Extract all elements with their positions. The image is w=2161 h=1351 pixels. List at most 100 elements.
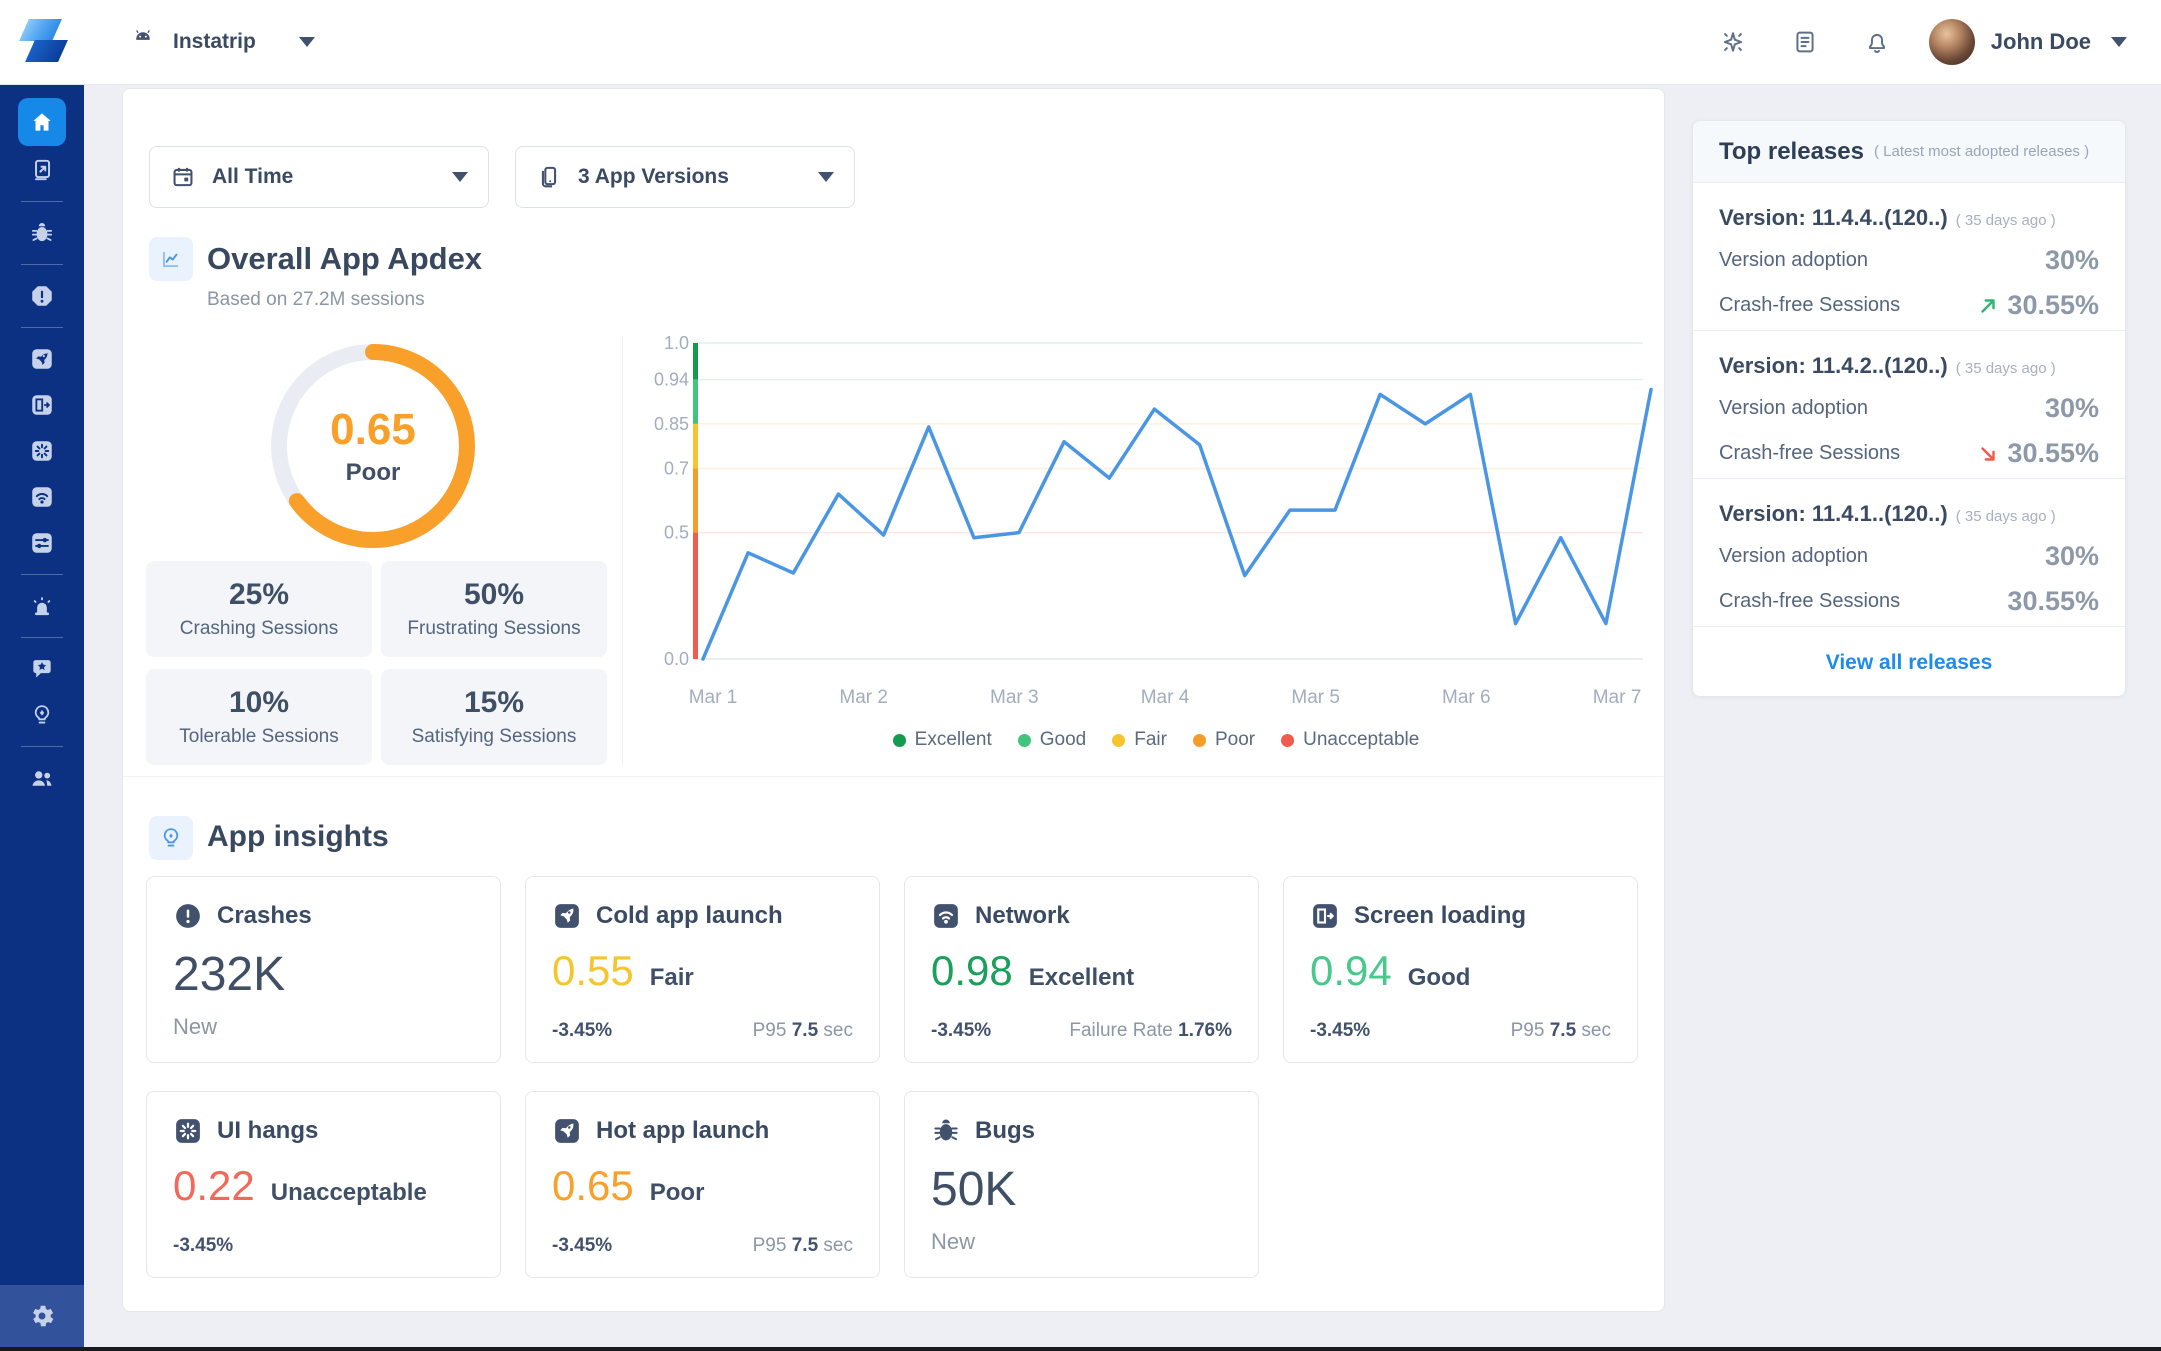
sidebar-divider <box>21 637 63 638</box>
release-notes-icon[interactable] <box>1769 28 1841 56</box>
chevron-down-icon <box>298 37 315 47</box>
card-crashes[interactable]: Crashes 232K New <box>146 876 501 1063</box>
time-range-value: All Time <box>212 165 294 188</box>
sidebar-item-metrics[interactable] <box>0 520 84 566</box>
sidebar-item-insights[interactable] <box>0 692 84 738</box>
stat-value: 25% <box>228 578 290 611</box>
release-version: Version: 11.4.1..(120..) <box>1719 501 1948 526</box>
svg-text:Mar 1: Mar 1 <box>689 687 738 708</box>
sidebar-item-alerts[interactable] <box>0 583 84 629</box>
rocket-icon <box>32 349 52 369</box>
stat-value: 10% <box>228 686 290 719</box>
sidebar-item-team[interactable] <box>0 755 84 801</box>
crashfree-value: 30.55% <box>1977 438 2099 469</box>
sidebar-item-ui-hangs[interactable] <box>0 428 84 474</box>
apdex-subtitle: Based on 27.2M sessions <box>207 289 425 310</box>
apdex-rating: Poor <box>345 459 401 486</box>
card-screen-loading[interactable]: Screen loading 0.94 Good -3.45% P95 7.5 … <box>1283 876 1638 1063</box>
svg-text:0.94: 0.94 <box>654 370 689 390</box>
top-releases-title: Top releases <box>1719 137 1864 165</box>
card-rating: Poor <box>649 1179 705 1206</box>
sidebar-item-feedback[interactable] <box>0 646 84 692</box>
card-delta: -3.45% <box>1310 1020 1371 1041</box>
sidebar-item-bugs[interactable] <box>0 210 84 256</box>
card-value: 0.65 <box>552 1162 634 1209</box>
adoption-value: 30% <box>2044 245 2099 275</box>
release-version: Version: 11.4.2..(120..) <box>1719 353 1948 378</box>
notifications-bell-icon[interactable] <box>1841 28 1913 56</box>
rocket-icon <box>555 904 579 928</box>
sidebar-item-screen-transitions[interactable] <box>0 382 84 428</box>
topbar: Instatrip <box>0 0 2161 85</box>
sidebar-divider <box>21 746 63 747</box>
bottom-edge <box>0 1347 2161 1351</box>
sidebar-divider <box>21 264 63 265</box>
sidebar-item-app-launch[interactable] <box>0 336 84 382</box>
alert-octagon-icon <box>32 286 52 306</box>
whats-new-icon[interactable] <box>1697 28 1769 56</box>
trend-icon <box>1977 290 1999 321</box>
user-avatar[interactable] <box>1928 19 1975 65</box>
android-icon <box>136 30 150 40</box>
legend-item-good[interactable]: Good <box>1017 729 1086 751</box>
adoption-label: Version adoption <box>1719 545 1869 567</box>
sessions-icon <box>35 159 51 181</box>
spinner-icon <box>32 441 52 461</box>
stat-satisfying-sessions: 15% Satisfying Sessions <box>381 669 607 765</box>
legend-item-poor[interactable]: Poor <box>1192 729 1256 751</box>
phone-icon <box>541 166 557 188</box>
feedback-star-chat-icon <box>33 660 51 678</box>
sidebar-item-settings[interactable] <box>0 1285 84 1347</box>
calendar-icon <box>173 167 193 187</box>
view-all-releases-row: View all releases <box>1693 627 2125 696</box>
bug-icon <box>934 1119 958 1141</box>
adoption-label: Version adoption <box>1719 249 1869 271</box>
card-delta: -3.45% <box>552 1020 613 1041</box>
insights-bulb-icon <box>149 816 193 860</box>
siren-icon <box>33 597 51 616</box>
sidebar-item-network[interactable] <box>0 474 84 520</box>
time-range-filter[interactable]: All Time <box>149 146 489 208</box>
app-versions-filter[interactable]: 3 App Versions <box>515 146 855 208</box>
app-selector[interactable]: Instatrip <box>128 27 315 57</box>
crash-icon <box>176 904 200 928</box>
legend-label: Unacceptable <box>1303 729 1420 750</box>
adoption-label: Version adoption <box>1719 397 1869 419</box>
card-cold-app-launch[interactable]: Cold app launch 0.55 Fair -3.45% P95 7.5… <box>525 876 880 1063</box>
legend-item-unacceptable[interactable]: Unacceptable <box>1281 729 1419 751</box>
card-sub: New <box>931 1229 976 1254</box>
apdex-section-title: Overall App Apdex <box>207 241 483 276</box>
home-icon <box>33 113 51 131</box>
top-releases-subtitle: ( Latest most adopted releases ) <box>1873 143 2090 160</box>
sidebar-item-issues[interactable] <box>0 273 84 319</box>
legend-label: Poor <box>1214 729 1256 750</box>
crashfree-value: 30.55% <box>2007 586 2099 616</box>
view-all-releases-link[interactable]: View all releases <box>1825 651 1993 674</box>
card-delta: -3.45% <box>931 1020 992 1041</box>
legend-item-excellent[interactable]: Excellent <box>892 729 992 751</box>
card-extra: Failure Rate 1.76% <box>1069 1020 1232 1041</box>
svg-text:0.85: 0.85 <box>654 414 689 434</box>
card-title: Cold app launch <box>596 902 783 929</box>
svg-text:Mar 7: Mar 7 <box>1593 687 1642 708</box>
legend-dot <box>1017 733 1031 747</box>
card-hot-app-launch[interactable]: Hot app launch 0.65 Poor -3.45% P95 7.5 … <box>525 1091 880 1278</box>
card-rating: Fair <box>649 964 694 991</box>
card-network[interactable]: Network 0.98 Excellent -3.45% Failure Ra… <box>904 876 1259 1063</box>
stat-value: 50% <box>463 578 525 611</box>
card-title: UI hangs <box>217 1117 319 1144</box>
svg-text:0.5: 0.5 <box>664 523 689 543</box>
wifi-icon <box>934 904 958 928</box>
section-divider <box>123 776 1664 777</box>
card-bugs[interactable]: Bugs 50K New <box>904 1091 1259 1278</box>
user-menu-chevron-icon[interactable] <box>2111 37 2127 47</box>
sidebar-item-sessions[interactable] <box>0 147 84 193</box>
section-vertical-divider <box>622 336 623 765</box>
lightbulb-icon <box>34 705 50 724</box>
sidebar-divider <box>21 574 63 575</box>
release-item: Version: 11.4.1..(120..)( 35 days ago ) … <box>1693 479 2125 627</box>
wifi-icon <box>32 487 52 507</box>
legend-item-fair[interactable]: Fair <box>1112 729 1167 751</box>
card-ui-hangs[interactable]: UI hangs 0.22 Unacceptable -3.45% <box>146 1091 501 1278</box>
sidebar-item-home[interactable] <box>0 97 84 147</box>
